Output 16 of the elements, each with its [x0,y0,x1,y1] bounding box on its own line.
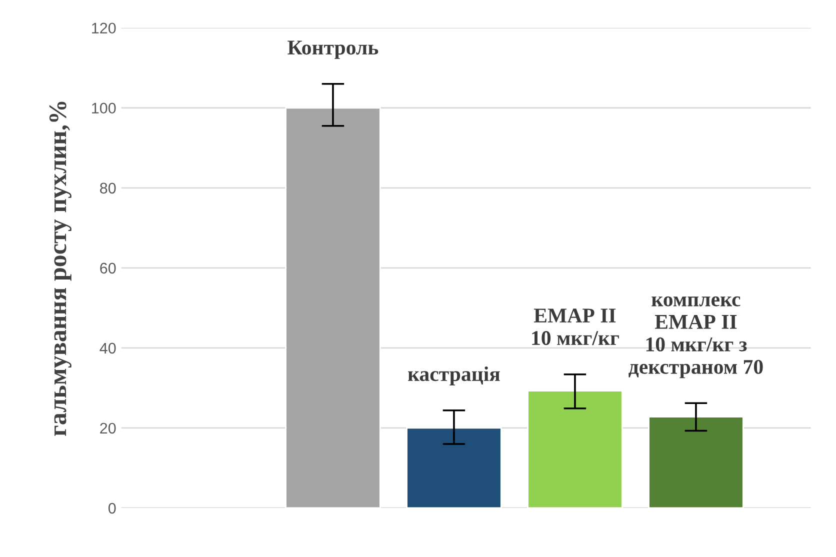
x-tick-label: кастрація [408,366,500,386]
bar [648,416,744,508]
bar [406,427,502,508]
y-axis-title: гальмування росту пухлин,% [49,102,72,436]
y-tick-label: 100 [92,102,116,114]
bar [527,390,623,508]
bar [285,107,381,508]
y-tick-label: 40 [100,342,116,354]
x-tick-label: ЕМАР ІІ 10 мкг/кг [532,308,619,346]
x-tick-label: комплекс ЕМАР ІІ 10 мкг/кг з декстраном 70 [628,296,763,378]
x-tick-label: Контроль [288,40,378,59]
y-tick-label: 60 [100,262,116,274]
y-tick-label: 20 [100,422,116,434]
y-tick-label: 120 [92,22,116,34]
y-tick-label: 80 [100,182,116,194]
y-tick-label: 0 [108,502,116,514]
